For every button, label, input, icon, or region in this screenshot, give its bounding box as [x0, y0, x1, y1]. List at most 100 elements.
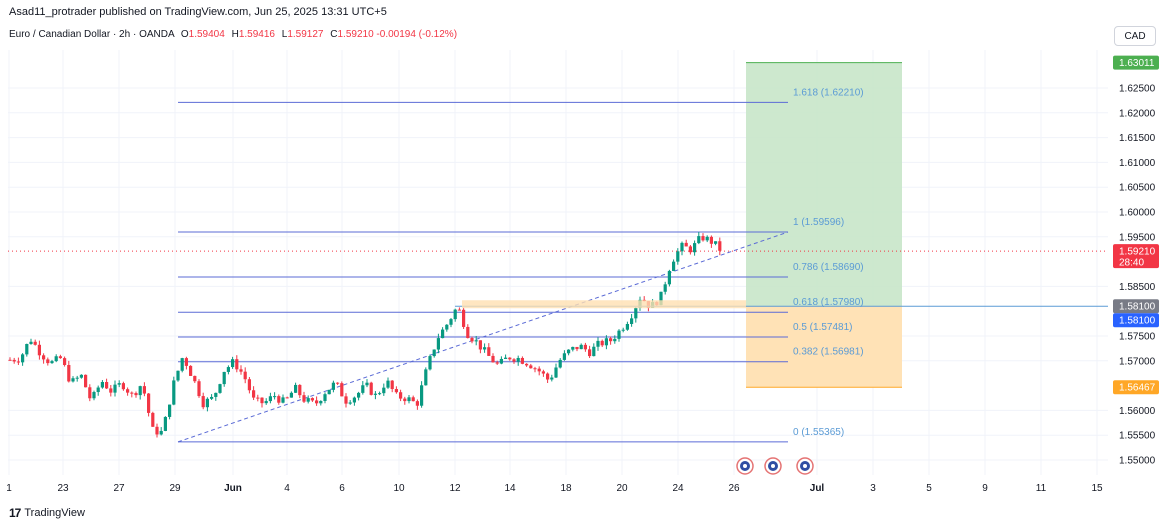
candle-body — [663, 284, 667, 292]
candle — [252, 386, 256, 401]
candle-body — [319, 400, 323, 404]
candle — [533, 366, 537, 373]
candle — [621, 327, 625, 333]
tradingview-logo[interactable]: 17 TradingView — [9, 506, 85, 520]
candle — [21, 353, 25, 366]
candle-body — [474, 340, 478, 342]
candle-body — [575, 346, 579, 350]
candle-body — [411, 397, 415, 402]
candle-body — [50, 361, 54, 364]
economic-event-icon[interactable] — [736, 457, 754, 475]
candle-body — [592, 346, 596, 357]
candle — [281, 394, 285, 404]
candle-body — [243, 371, 247, 380]
candle — [495, 360, 499, 365]
candle — [92, 390, 96, 401]
candle — [25, 343, 29, 357]
candle — [33, 339, 37, 346]
candle-body — [432, 349, 436, 357]
candle — [273, 392, 277, 400]
candle-body — [512, 359, 516, 362]
candle — [617, 329, 621, 342]
x-tick-label: 4 — [284, 483, 290, 494]
target-price-badge: 1.63011 — [1113, 55, 1159, 70]
candle-body — [336, 382, 340, 384]
candle-body — [231, 359, 235, 368]
candle — [609, 336, 613, 345]
candle — [222, 371, 226, 387]
candle-body — [21, 354, 25, 363]
candle — [529, 363, 533, 369]
candle — [684, 239, 688, 247]
x-tick-label: 26 — [728, 483, 740, 494]
candle-body — [697, 236, 701, 244]
candle — [588, 345, 592, 359]
economic-event-icon[interactable] — [764, 457, 782, 475]
candle — [634, 306, 638, 323]
candle-body — [172, 380, 176, 405]
candle-body — [63, 358, 67, 366]
candle-body — [37, 344, 41, 356]
candle-body — [306, 398, 310, 402]
candle — [718, 237, 722, 256]
candle-body — [554, 367, 558, 378]
candle — [373, 391, 377, 400]
candle-body — [180, 358, 184, 371]
candle — [75, 375, 79, 382]
candle — [453, 308, 457, 322]
candle — [449, 318, 453, 328]
candle-body — [714, 241, 718, 244]
target-price-badge-bg — [1113, 55, 1159, 70]
candle-body — [407, 397, 411, 402]
candle-body — [121, 383, 125, 390]
event-flag-star — [743, 464, 747, 468]
candle — [105, 378, 109, 390]
candle-body — [88, 387, 92, 399]
candle — [478, 340, 482, 354]
candle-body — [499, 358, 503, 364]
entry-price-badge-gray-text: 1.58100 — [1119, 302, 1156, 313]
candle — [688, 244, 692, 255]
candle-body — [197, 381, 201, 397]
x-tick-label: 29 — [169, 483, 181, 494]
candle — [390, 380, 394, 393]
candle-body — [252, 390, 256, 398]
candle-body — [604, 338, 608, 346]
candle-body — [718, 241, 722, 251]
candle-body — [142, 386, 146, 394]
candle-body — [415, 401, 419, 406]
candle — [184, 356, 188, 370]
candle-body — [109, 388, 113, 393]
candle — [117, 380, 121, 388]
entry-price-badge-blue-bg — [1113, 313, 1159, 328]
candle-body — [12, 359, 16, 362]
candle — [294, 382, 298, 393]
y-tick-label: 1.61000 — [1119, 158, 1156, 169]
x-tick-label: Jun — [224, 483, 242, 494]
target-zone — [746, 62, 902, 307]
candle — [600, 339, 604, 348]
fibonacci-levels: 1.618 (1.62210) 1 (1.59596) 0.786 (1.58690… — [177, 87, 864, 443]
candle-body — [470, 338, 474, 342]
x-tick-label: 1 — [6, 483, 12, 494]
event-markers — [736, 457, 814, 475]
candle — [537, 366, 541, 376]
y-tick-label: 1.61500 — [1119, 133, 1156, 144]
fib-level-label: 0.618 (1.57980) — [793, 297, 864, 308]
symbol-title[interactable]: Euro / Canadian Dollar · 2h · OANDA — [9, 29, 175, 40]
event-flag-star — [771, 464, 775, 468]
candle — [361, 381, 365, 395]
candle-body — [289, 392, 293, 398]
currency-badge[interactable]: CAD — [1114, 26, 1156, 46]
candle-body — [516, 357, 520, 362]
candle-body — [210, 396, 214, 399]
candle-body — [247, 379, 251, 391]
economic-event-icon[interactable] — [796, 457, 814, 475]
candle-body — [462, 309, 466, 327]
candle-body — [399, 392, 403, 399]
candle-body — [420, 385, 424, 406]
candle — [348, 400, 352, 405]
candle — [344, 393, 348, 408]
low-value: 1.59127 — [287, 29, 324, 40]
